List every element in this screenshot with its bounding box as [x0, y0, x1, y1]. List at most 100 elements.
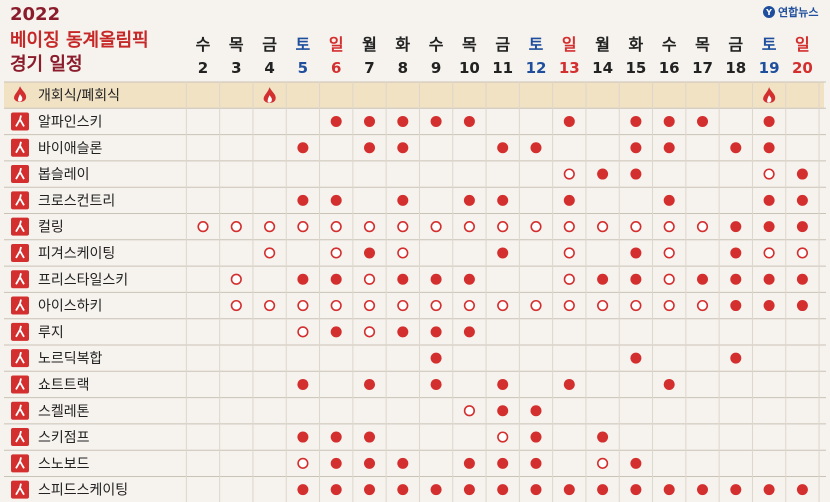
final-event-dot	[364, 457, 375, 469]
final-event-dot	[597, 431, 609, 443]
date-label: 16	[659, 59, 680, 77]
day-of-week-label: 목	[695, 35, 710, 54]
final-event-dot	[497, 457, 509, 469]
sport-pictogram-figure	[15, 167, 25, 180]
final-event-dot	[297, 431, 309, 443]
day-of-week-label: 수	[429, 35, 444, 54]
final-event-dot	[297, 378, 309, 390]
final-event-dot	[330, 457, 342, 469]
ceremony-mark-icon	[763, 87, 776, 103]
final-event-dot	[397, 194, 409, 206]
final-event-dot	[563, 194, 575, 206]
preliminary-event-circle	[297, 326, 309, 338]
preliminary-event-circle	[497, 431, 509, 443]
sport-pictogram-figure	[15, 351, 25, 364]
final-event-dot	[763, 221, 775, 233]
final-event-dot	[430, 352, 442, 364]
sport-pictogram-figure	[15, 194, 25, 206]
final-event-dot	[497, 378, 509, 390]
preliminary-event-circle	[663, 299, 675, 312]
final-event-dot	[730, 247, 742, 259]
date-label: 15	[625, 59, 646, 77]
preliminary-event-circle	[696, 299, 709, 312]
sport-label: 컬링	[38, 220, 64, 236]
sport-pictogram-figure	[15, 378, 25, 390]
preliminary-event-circle	[363, 299, 376, 312]
final-event-dot	[663, 484, 675, 496]
final-event-dot	[497, 142, 509, 154]
sport-pictogram-icon	[11, 191, 29, 210]
final-event-dot	[430, 273, 442, 285]
final-event-dot	[763, 484, 775, 496]
final-event-dot	[796, 484, 808, 496]
preliminary-event-circle	[430, 221, 442, 233]
preliminary-event-circle	[497, 221, 509, 233]
preliminary-event-circle	[463, 299, 476, 312]
final-event-dot	[364, 142, 375, 154]
final-event-dot	[697, 484, 708, 496]
sport-pictogram-icon	[11, 401, 29, 420]
preliminary-event-circle	[397, 299, 409, 312]
final-event-dot	[397, 326, 409, 338]
final-event-dot	[597, 168, 609, 180]
preliminary-event-circle	[397, 247, 409, 259]
sport-pictogram-figure	[15, 483, 25, 496]
sport-label: 프리스타일스키	[38, 272, 128, 288]
day-of-week-label: 일	[795, 35, 810, 54]
sport-pictogram-icon	[11, 322, 29, 341]
final-event-dot	[730, 273, 742, 285]
day-of-week-label: 월	[595, 35, 610, 54]
final-event-dot	[730, 352, 742, 364]
ceremony-mark-icon-inner	[267, 95, 272, 103]
preliminary-event-circle	[330, 299, 342, 312]
day-of-week-label: 일	[329, 35, 344, 54]
final-event-dot	[730, 484, 742, 496]
final-event-dot	[330, 431, 342, 443]
ceremony-mark-icon-inner	[767, 95, 772, 103]
final-event-dot	[297, 142, 309, 154]
preliminary-event-circle	[563, 247, 575, 259]
preliminary-event-circle	[663, 247, 675, 259]
final-event-dot	[663, 378, 675, 390]
day-of-week-label: 수	[662, 35, 677, 54]
sport-pictogram-figure	[15, 299, 25, 311]
date-label: 11	[492, 59, 513, 77]
ceremony-flame-icon	[14, 86, 27, 102]
day-of-week-label: 금	[495, 35, 510, 54]
date-label: 7	[364, 59, 374, 77]
final-event-dot	[364, 115, 375, 127]
sport-pictogram-icon	[11, 112, 29, 131]
day-of-week-label: 목	[229, 35, 244, 54]
sport-label: 바이애슬론	[38, 141, 103, 157]
preliminary-event-circle	[763, 247, 775, 259]
preliminary-event-circle	[197, 221, 209, 233]
title-year: 2022	[10, 4, 61, 25]
final-event-dot	[364, 247, 375, 259]
final-event-dot	[430, 378, 442, 390]
final-event-dot	[697, 273, 708, 285]
final-event-dot	[730, 221, 742, 233]
sport-pictogram-icon	[11, 349, 29, 368]
day-of-week-label: 일	[562, 35, 577, 54]
sport-pictogram-figure	[15, 404, 25, 417]
final-event-dot	[597, 273, 609, 285]
sport-label: 루지	[38, 325, 64, 341]
day-of-week-label: 금	[728, 35, 743, 54]
sport-pictogram-figure	[15, 220, 25, 233]
final-event-dot	[763, 115, 775, 127]
final-event-dot	[397, 115, 409, 127]
source-label: 연합뉴스	[778, 6, 819, 19]
final-event-dot	[463, 194, 475, 206]
final-event-dot	[364, 484, 375, 496]
sport-label: 피겨스케이팅	[38, 246, 115, 262]
final-event-dot	[397, 457, 409, 469]
sport-pictogram-icon	[11, 217, 29, 236]
final-event-dot	[297, 484, 309, 496]
final-event-dot	[730, 142, 742, 154]
preliminary-event-circle	[497, 299, 509, 312]
final-event-dot	[463, 273, 475, 285]
final-event-dot	[297, 273, 309, 285]
final-event-dot	[630, 115, 642, 127]
preliminary-event-circle	[530, 299, 542, 312]
